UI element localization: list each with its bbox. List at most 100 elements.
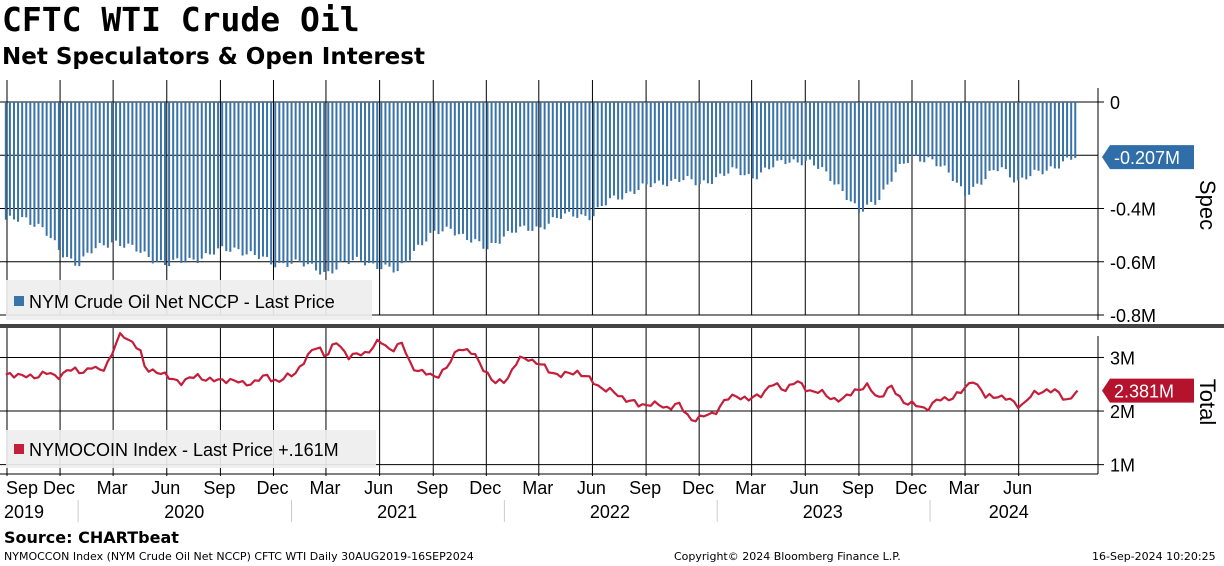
spec-bar	[964, 102, 967, 197]
spec-bar	[653, 102, 656, 184]
spec-bar	[1074, 102, 1077, 158]
spec-bar	[600, 102, 603, 207]
x-year-label: 2020	[164, 502, 204, 522]
spec-bar	[559, 102, 562, 219]
x-month-label: Jun	[1003, 478, 1032, 498]
spec-bar	[604, 102, 607, 206]
spec-bar	[21, 102, 24, 218]
spec-bar	[984, 102, 987, 180]
spec-bar	[486, 102, 489, 250]
total-last-value-text: 2.381M	[1114, 382, 1174, 402]
spec-bar	[425, 102, 428, 242]
spec-bar	[147, 102, 150, 257]
spec-bar	[135, 102, 138, 252]
spec-ytick-label: -0.4M	[1110, 200, 1156, 220]
spec-bar	[608, 102, 611, 199]
x-month-label: Dec	[43, 478, 75, 498]
spec-bar	[466, 102, 469, 241]
spec-bar	[523, 102, 526, 226]
spec-bar	[388, 102, 391, 267]
spec-bar	[176, 102, 179, 259]
spec-bar	[17, 102, 20, 222]
spec-bar	[1004, 102, 1007, 170]
spec-bar	[506, 102, 509, 232]
spec-bar	[817, 102, 820, 169]
spec-bar	[343, 102, 346, 262]
x-month-label: Dec	[682, 478, 714, 498]
spec-bar	[433, 102, 436, 231]
x-month-label: Mar	[949, 478, 980, 498]
spec-bar	[213, 102, 216, 255]
spec-bar	[86, 102, 89, 253]
x-month-label: Jun	[790, 478, 819, 498]
spec-bar	[543, 102, 546, 230]
spec-bar	[906, 102, 909, 164]
spec-bar	[682, 102, 685, 181]
spec-bar	[919, 102, 922, 162]
spec-bar	[380, 102, 383, 270]
x-month-label: Sep	[416, 478, 448, 498]
spec-bar	[862, 102, 865, 212]
spec-bar	[355, 102, 358, 257]
spec-bar	[498, 102, 501, 244]
spec-bar	[241, 102, 244, 256]
spec-bar	[580, 102, 583, 215]
spec-bar	[445, 102, 448, 227]
x-month-label: Sep	[203, 478, 235, 498]
spec-bar	[735, 102, 738, 169]
spec-last-value-text: -0.207M	[1114, 148, 1180, 168]
spec-bar	[666, 102, 669, 187]
x-year-label: 2019	[4, 502, 44, 522]
spec-bar	[829, 102, 832, 182]
spec-bar	[482, 102, 485, 249]
spec-bar	[939, 102, 942, 167]
spec-bar	[931, 102, 934, 160]
spec-bar	[233, 102, 236, 248]
spec-bar	[159, 102, 162, 261]
spec-bar	[1062, 102, 1065, 162]
spec-bar	[849, 102, 852, 202]
spec-bar	[110, 102, 113, 243]
spec-bar	[584, 102, 587, 216]
spec-bar	[1013, 102, 1016, 183]
spec-bar	[804, 102, 807, 161]
spec-bar	[298, 102, 301, 263]
spec-bar	[408, 102, 411, 261]
spec-bar	[910, 102, 913, 156]
spec-bar	[417, 102, 420, 245]
spec-bar	[490, 102, 493, 243]
spec-bar	[657, 102, 660, 181]
spec-ytick-label: -0.8M	[1110, 306, 1156, 326]
spec-bar	[33, 102, 36, 227]
legend-layer: NYM Crude Oil Net NCCP - Last Price NYMOC…	[6, 280, 376, 468]
spec-bar	[951, 102, 954, 181]
spec-bar	[825, 102, 828, 172]
spec-bar	[400, 102, 403, 264]
spec-bar	[866, 102, 869, 205]
spec-bar	[564, 102, 567, 214]
spec-bar	[947, 102, 950, 173]
spec-bar	[172, 102, 175, 260]
spec-bar	[723, 102, 726, 176]
total-line-series	[5, 332, 1079, 423]
spec-bar	[229, 102, 232, 252]
spec-bar	[731, 102, 734, 168]
spec-bar	[61, 102, 64, 258]
x-month-label: Sep	[842, 478, 874, 498]
spec-bar	[576, 102, 579, 218]
spec-bar	[180, 102, 183, 263]
spec-bar	[437, 102, 440, 235]
spec-bar	[266, 102, 269, 257]
spec-bar	[478, 102, 481, 242]
spec-bar	[1037, 102, 1040, 171]
spec-bar	[106, 102, 109, 248]
spec-bar	[686, 102, 689, 177]
spec-bar	[270, 102, 273, 265]
x-month-label: Jun	[364, 478, 393, 498]
spec-bar	[331, 102, 334, 274]
spec-bar	[188, 102, 191, 258]
spec-bar	[751, 102, 754, 179]
spec-bar	[245, 102, 248, 255]
spec-last-value-badge	[1102, 145, 1194, 170]
spec-bar	[421, 102, 424, 246]
